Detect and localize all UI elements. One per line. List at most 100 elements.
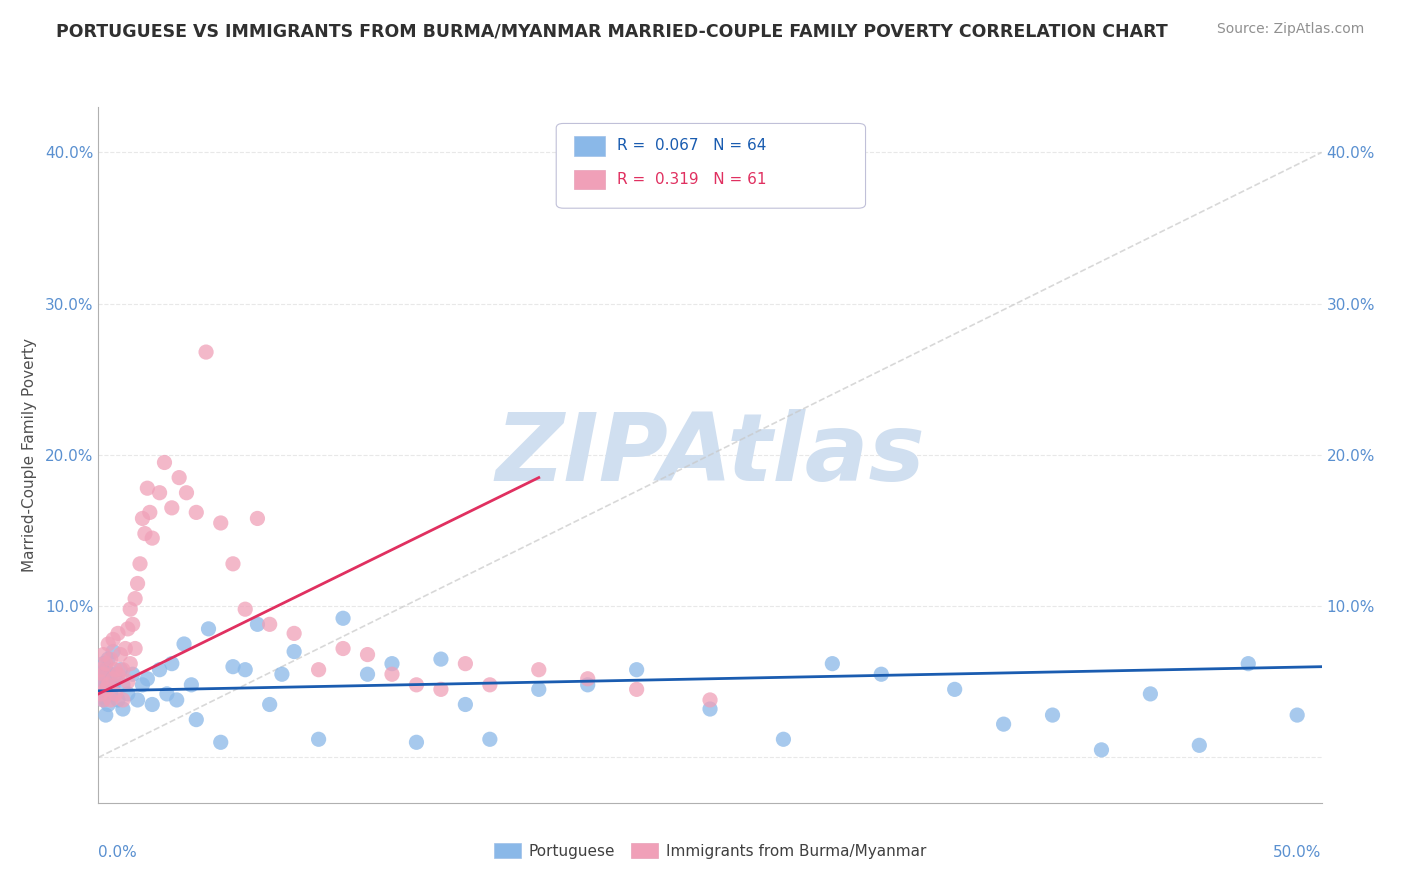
Point (186, 713, 208, 727)
Text: 0.0%: 0.0% (98, 845, 138, 860)
Point (120, 657, 142, 671)
Point (131, 511, 153, 525)
Point (430, 652, 453, 666)
Point (160, 500, 183, 515)
Point (100, 667, 122, 681)
Point (107, 667, 129, 681)
Point (101, 678, 124, 692)
Point (153, 455, 176, 469)
Point (454, 657, 477, 671)
Point (209, 516, 232, 530)
Point (100, 652, 122, 666)
Point (91, 648, 114, 662)
Point (104, 663, 127, 677)
Point (127, 576, 149, 591)
Point (91, 693, 114, 707)
Point (478, 732, 501, 747)
Point (94, 682, 117, 697)
Point (209, 735, 232, 749)
Point (91, 667, 114, 681)
Point (91, 667, 114, 681)
Point (259, 617, 281, 632)
Point (626, 663, 648, 677)
Point (111, 678, 134, 692)
Point (166, 693, 188, 707)
Point (136, 672, 159, 686)
Point (111, 663, 134, 677)
Point (246, 511, 269, 525)
Point (283, 626, 305, 640)
Point (1139, 687, 1161, 701)
Point (356, 648, 378, 662)
Point (186, 505, 208, 519)
Point (90, 690, 112, 704)
Point (139, 505, 162, 519)
Point (136, 481, 159, 495)
Point (870, 667, 893, 681)
Point (308, 732, 330, 747)
Point (124, 591, 146, 606)
Point (94, 657, 117, 671)
Y-axis label: Married-Couple Family Poverty: Married-Couple Family Poverty (21, 338, 37, 572)
Point (104, 672, 127, 686)
Text: ZIPAtlas: ZIPAtlas (495, 409, 925, 501)
Point (246, 617, 269, 632)
Point (104, 687, 127, 701)
Point (283, 644, 305, 658)
Point (943, 682, 966, 697)
Point (454, 698, 477, 712)
Point (97, 637, 120, 651)
Point (107, 626, 129, 640)
Point (233, 602, 256, 616)
Point (90, 663, 112, 677)
Point (97, 698, 120, 712)
Point (97, 652, 120, 666)
Point (156, 687, 179, 701)
Point (821, 657, 844, 671)
Point (259, 698, 281, 712)
Point (91, 657, 114, 671)
Point (90, 672, 112, 686)
Point (1090, 743, 1112, 757)
Point (117, 674, 139, 689)
Point (121, 667, 143, 681)
Point (405, 735, 427, 749)
Point (127, 693, 149, 707)
Point (195, 345, 218, 359)
Point (111, 702, 134, 716)
Point (699, 693, 721, 707)
Point (356, 667, 378, 681)
Point (117, 622, 139, 636)
Point (699, 702, 721, 716)
Point (478, 678, 501, 692)
Point (131, 678, 153, 692)
Point (222, 659, 245, 673)
Point (90, 687, 112, 701)
Point (222, 557, 245, 571)
Point (160, 657, 183, 671)
Point (308, 663, 330, 677)
Point (167, 470, 190, 484)
Point (94, 682, 117, 697)
Point (129, 557, 152, 571)
Point (110, 663, 132, 677)
Point (141, 698, 163, 712)
Point (100, 687, 122, 701)
Point (270, 667, 294, 681)
Point (180, 678, 202, 692)
Point (430, 682, 453, 697)
Point (233, 663, 256, 677)
Point (1237, 657, 1260, 671)
Point (1188, 739, 1211, 753)
Point (111, 693, 134, 707)
Point (117, 687, 139, 701)
Point (527, 682, 550, 697)
Point (576, 678, 599, 692)
Point (527, 663, 550, 677)
Point (381, 667, 404, 681)
Point (110, 648, 132, 662)
Point (332, 611, 354, 625)
Text: PORTUGUESE VS IMMIGRANTS FROM BURMA/MYANMAR MARRIED-COUPLE FAMILY POVERTY CORREL: PORTUGUESE VS IMMIGRANTS FROM BURMA/MYAN… (56, 22, 1168, 40)
Point (91, 693, 114, 707)
Point (332, 641, 354, 656)
